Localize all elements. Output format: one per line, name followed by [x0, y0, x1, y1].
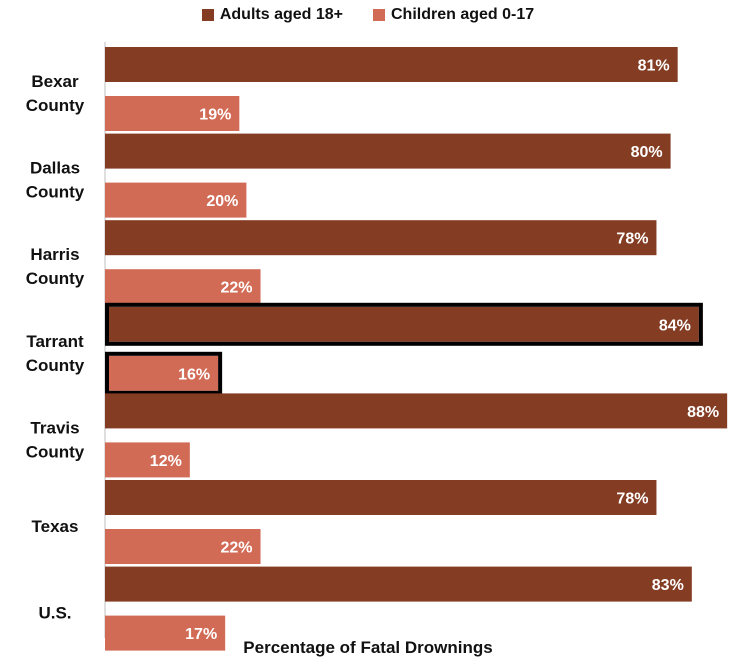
x-axis-label: Percentage of Fatal Drownings [243, 638, 493, 657]
legend-item-adults: Adults aged 18+ [201, 6, 343, 24]
category-label-line: County [26, 442, 85, 461]
bar-children-u-s [105, 615, 226, 651]
category-label-harris-county: Harris County [26, 245, 85, 288]
legend-swatch-children [373, 9, 385, 21]
bar-adults-u-s [105, 566, 692, 602]
legend-item-children: Children aged 0-17 [373, 6, 534, 24]
data-label-adults-travis-county: 88% [687, 404, 719, 421]
data-label-children-bexar-county: 19% [199, 107, 231, 124]
category-label-line: County [26, 96, 85, 115]
highlight-outline-adults [105, 302, 703, 346]
category-label-dallas-county: Dallas County [26, 159, 85, 202]
category-label-line: County [26, 356, 85, 375]
category-label-u-s: U.S. [38, 604, 71, 623]
category-label-line: Texas [32, 517, 79, 536]
category-label-line: Travis [30, 418, 79, 437]
category-label-texas: Texas [32, 517, 79, 536]
category-label-line: Tarrant [26, 332, 84, 351]
bar-children-harris-county [105, 269, 261, 305]
category-label-line: Dallas [30, 159, 80, 178]
category-label-tarrant-county: Tarrant County [26, 332, 85, 375]
bar-children-travis-county [105, 442, 190, 478]
chart-legend: Adults aged 18+ Children aged 0-17 [0, 6, 736, 24]
bar-adults-harris-county [105, 220, 657, 256]
category-label-line: U.S. [38, 604, 71, 623]
category-label-line: Bexar [31, 72, 79, 91]
legend-swatch-adults [201, 9, 214, 21]
data-label-children-travis-county: 12% [150, 453, 182, 470]
data-label-adults-dallas-county: 80% [631, 144, 663, 161]
data-label-children-harris-county: 22% [221, 280, 253, 297]
legend-label-children: Children aged 0-17 [391, 6, 535, 23]
category-label-line: County [26, 183, 85, 202]
bar-adults-travis-county [105, 393, 728, 429]
bar-children-dallas-county [105, 182, 247, 218]
legend-label-adults: Adults aged 18+ [219, 6, 343, 23]
highlight-outline-children [105, 351, 223, 395]
data-label-adults-harris-county: 78% [616, 231, 648, 248]
category-label-bexar-county: Bexar County [26, 72, 85, 115]
bar-children-texas [105, 529, 261, 564]
bar-children-bexar-county [105, 96, 240, 131]
bar-adults-texas [105, 480, 657, 515]
bar-adults-bexar-county [105, 47, 678, 82]
data-label-children-texas: 22% [221, 540, 253, 557]
data-label-adults-texas: 78% [616, 491, 648, 508]
bar-adults-tarrant-county [105, 306, 699, 342]
data-label-children-u-s: 17% [185, 626, 217, 643]
data-label-children-tarrant-county: 16% [178, 366, 210, 383]
data-label-adults-u-s: 83% [652, 577, 684, 594]
data-label-adults-tarrant-county: 84% [659, 317, 691, 334]
data-label-adults-bexar-county: 81% [638, 58, 670, 75]
data-label-children-dallas-county: 20% [206, 193, 238, 210]
category-label-line: Harris [30, 245, 79, 264]
bar-adults-dallas-county [105, 133, 671, 169]
bar-children-tarrant-county [105, 355, 219, 391]
category-label-line: County [26, 269, 85, 288]
category-label-travis-county: Travis County [26, 418, 85, 461]
